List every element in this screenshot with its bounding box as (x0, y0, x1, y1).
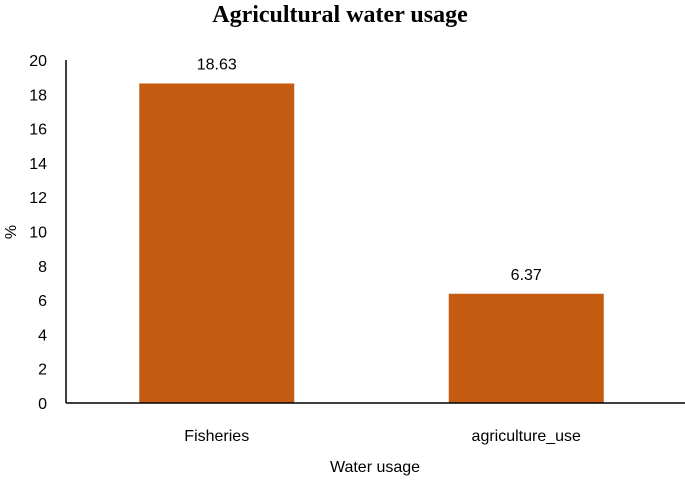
y-tick-label: 12 (29, 190, 47, 207)
y-tick-label: 0 (38, 396, 47, 413)
category-label: Fisheries (184, 428, 249, 445)
y-axis-ticks: 0 2 4 6 8 10 12 14 16 18 20 (29, 53, 47, 413)
y-tick-label: 14 (29, 156, 47, 173)
bars-group (139, 83, 604, 404)
x-axis-label: Water usage (330, 459, 420, 476)
y-tick-label: 20 (29, 53, 47, 70)
chart-title: Agricultural water usage (212, 2, 468, 28)
category-labels-group: Fisheries agriculture_use (184, 428, 581, 445)
y-axis-label: % (3, 225, 20, 239)
bar (448, 293, 604, 403)
y-tick-label: 6 (38, 293, 47, 310)
data-labels-group: 18.63 6.37 (197, 56, 542, 283)
y-tick-label: 4 (38, 327, 47, 344)
bar (139, 83, 295, 404)
y-tick-label: 10 (29, 225, 47, 242)
y-tick-label: 2 (38, 362, 47, 379)
y-tick-label: 8 (38, 259, 47, 276)
bar-value-label: 18.63 (197, 56, 237, 73)
y-tick-label: 18 (29, 87, 47, 104)
category-label: agriculture_use (472, 428, 582, 445)
bar-value-label: 6.37 (511, 267, 542, 284)
y-tick-label: 16 (29, 122, 47, 139)
